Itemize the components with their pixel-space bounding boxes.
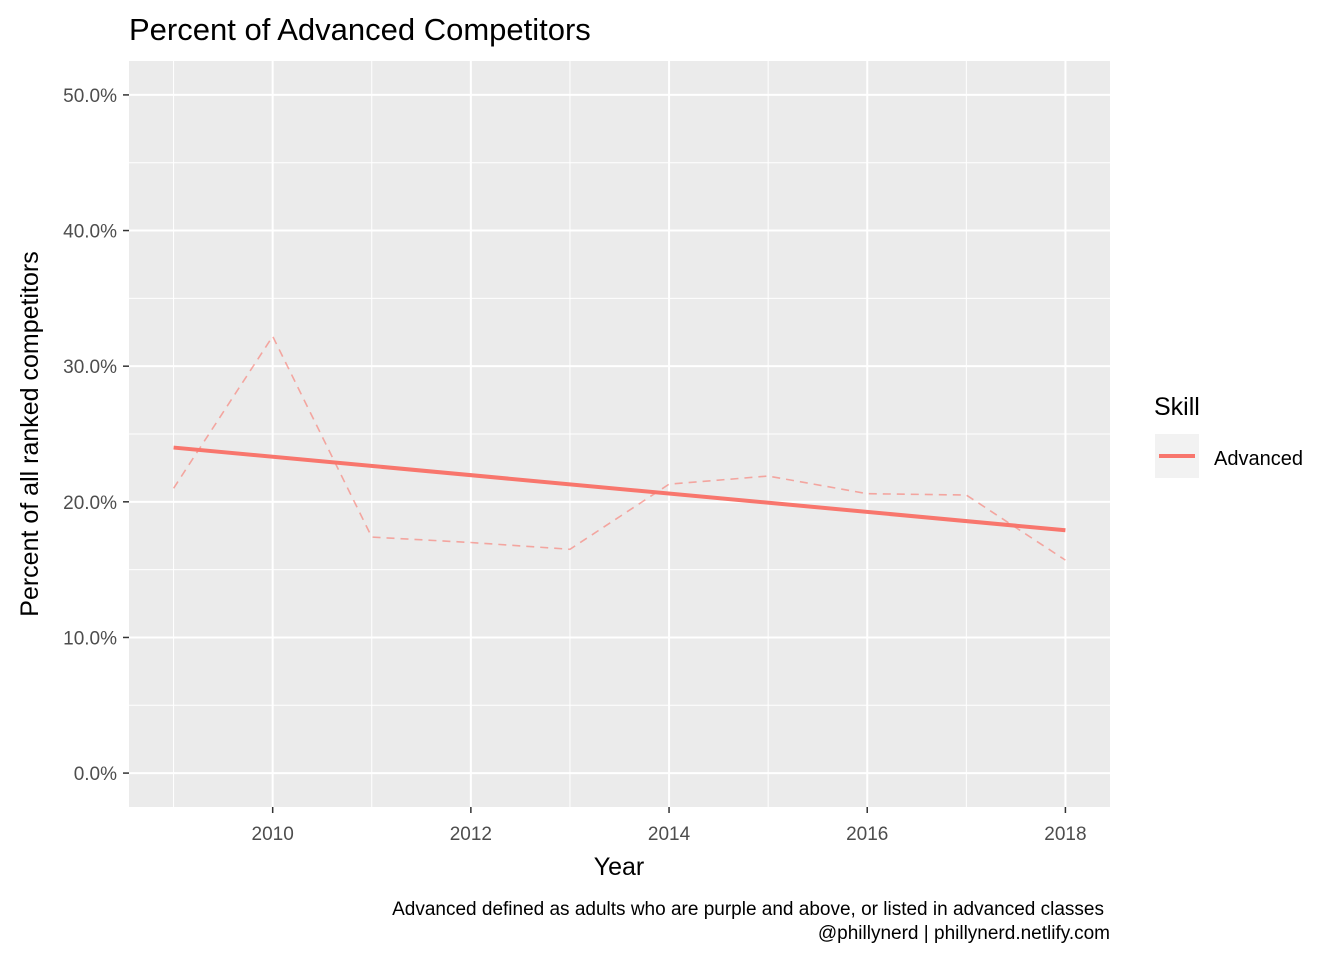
y-axis: 0.0% 10.0% 20.0% 30.0% 40.0% 50.0% (63, 86, 129, 785)
grid-major (129, 61, 1110, 807)
y-tick-label: 20.0% (63, 493, 117, 514)
x-axis: 2010 2012 2014 2016 2018 (252, 807, 1087, 845)
grid-minor (129, 61, 1110, 807)
chart-title: Percent of Advanced Competitors (129, 12, 591, 47)
x-axis-title: Year (594, 853, 645, 881)
caption-line-1: Advanced defined as adults who are purpl… (392, 899, 1104, 920)
x-tick-label: 2010 (252, 824, 294, 845)
y-tick-label: 30.0% (63, 357, 117, 378)
x-tick-label: 2012 (450, 824, 492, 845)
x-tick-label: 2018 (1044, 824, 1086, 845)
legend: Skill Advanced (1154, 393, 1303, 478)
x-tick-label: 2016 (846, 824, 888, 845)
y-tick-label: 0.0% (74, 764, 117, 785)
y-tick-label: 50.0% (63, 86, 117, 107)
x-tick-label: 2014 (648, 824, 691, 845)
legend-label-advanced: Advanced (1214, 448, 1303, 470)
y-axis-title: Percent of all ranked competitors (16, 251, 44, 616)
y-tick-label: 40.0% (63, 222, 117, 243)
legend-title: Skill (1154, 393, 1200, 421)
series-line-advanced-actual (172, 334, 1066, 561)
series-line-advanced-trend (173, 445, 1066, 533)
y-tick-label: 10.0% (63, 628, 117, 649)
series-layer (172, 334, 1066, 561)
caption-line-2: @phillynerd | phillynerd.netlify.com (818, 923, 1110, 944)
